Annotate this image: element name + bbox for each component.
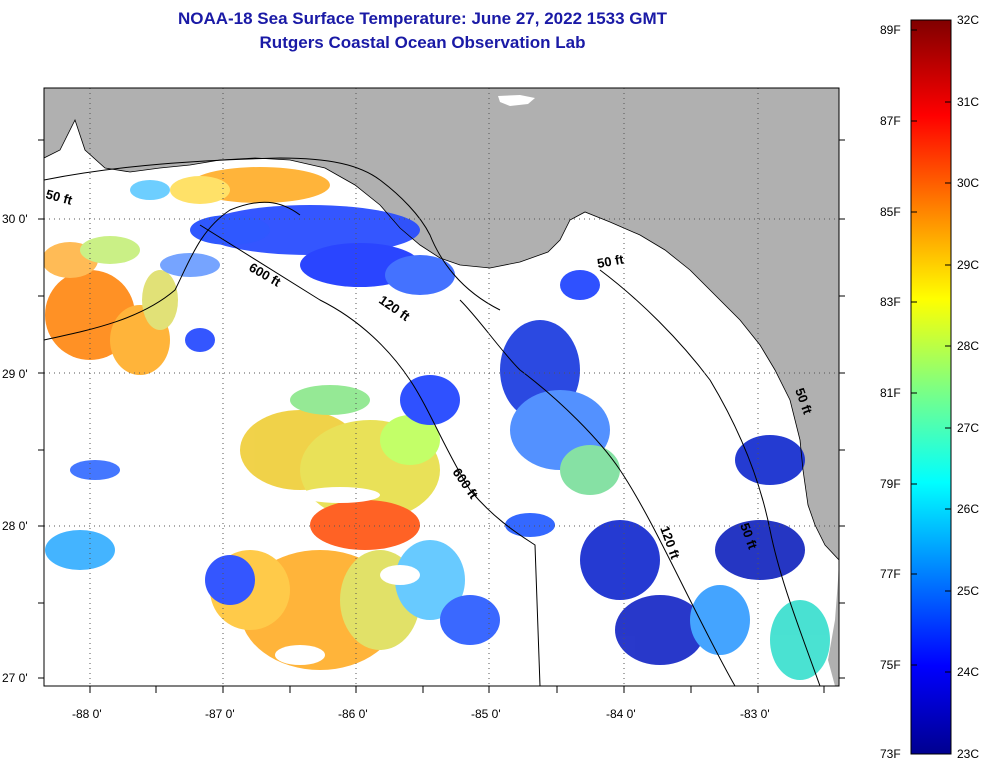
colorbar-f-label: 87F — [880, 114, 901, 128]
sst-patches — [44, 167, 830, 680]
contour-label: 50 ft — [44, 186, 74, 208]
map-frame — [43, 87, 840, 687]
colorbar-c-label: 31C — [957, 95, 979, 109]
lon-label: -84 0' — [606, 707, 636, 721]
colorbar-c-label: 23C — [957, 747, 979, 761]
depth-contours — [44, 157, 821, 686]
lon-label: -87 0' — [205, 707, 235, 721]
colorbar-f-label: 77F — [880, 567, 901, 581]
colorbar-f-label: 79F — [880, 477, 901, 491]
lon-label: -85 0' — [471, 707, 501, 721]
colorbar-f-label: 73F — [880, 747, 901, 761]
lat-label: 30 0' — [2, 212, 28, 226]
colorbar-f-label: 83F — [880, 295, 901, 309]
south-florida-land — [828, 560, 839, 686]
lat-label: 28 0' — [2, 519, 28, 533]
lon-label: -86 0' — [338, 707, 368, 721]
land-mass — [44, 88, 839, 560]
colorbar-ticks — [911, 19, 951, 673]
colorbar-c-label: 24C — [957, 665, 979, 679]
colorbar-f-label: 89F — [880, 23, 901, 37]
contour-label: 50 ft — [596, 251, 626, 271]
lake — [498, 95, 535, 106]
colorbar-c-label: 32C — [957, 13, 979, 27]
colorbar-c-label: 28C — [957, 339, 979, 353]
lon-label: -88 0' — [72, 707, 102, 721]
lat-label: 29 0' — [2, 367, 28, 381]
map-title: NOAA-18 Sea Surface Temperature: June 27… — [177, 9, 668, 28]
map-subtitle: Rutgers Coastal Ocean Observation Lab — [259, 33, 586, 52]
coastline — [44, 118, 839, 561]
lon-label: -83 0' — [740, 707, 770, 721]
colorbar-c-label: 26C — [957, 502, 979, 516]
colorbar-c-label: 29C — [957, 258, 979, 272]
colorbar-c-label: 27C — [957, 421, 979, 435]
colorbar — [910, 19, 952, 755]
lat-label: 27 0' — [2, 671, 28, 685]
colorbar-f-label: 75F — [880, 658, 901, 672]
axis-ticks — [38, 139, 845, 693]
colorbar-f-label: 85F — [880, 205, 901, 219]
colorbar-c-label: 25C — [957, 584, 979, 598]
colorbar-f-label: 81F — [880, 386, 901, 400]
colorbar-c-label: 30C — [957, 176, 979, 190]
